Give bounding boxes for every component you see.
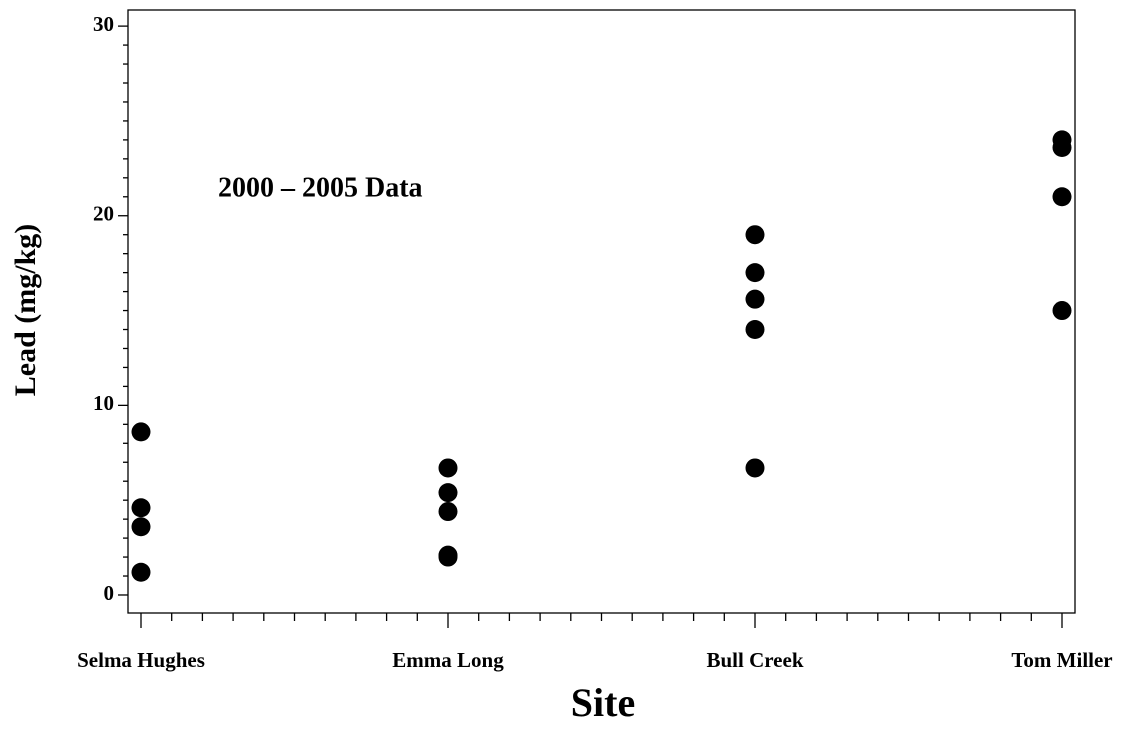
x-tick-label: Bull Creek (706, 648, 803, 672)
x-axis-title: Site (571, 680, 635, 725)
point (438, 502, 458, 522)
point (745, 225, 765, 245)
point (1052, 187, 1072, 207)
y-tick-label: 30 (93, 12, 114, 36)
y-tick-label: 0 (104, 581, 115, 605)
point (131, 422, 151, 442)
y-tick-label: 20 (93, 202, 114, 226)
point (745, 458, 765, 478)
point (745, 289, 765, 309)
point (131, 498, 151, 518)
y-tick-label: 10 (93, 391, 114, 415)
x-tick-label: Emma Long (392, 648, 504, 672)
annotation: 2000 – 2005 Data (218, 172, 423, 203)
point (1052, 301, 1072, 321)
point (438, 483, 458, 503)
x-tick-label: Selma Hughes (77, 648, 205, 672)
point (1052, 137, 1072, 157)
point (438, 547, 458, 567)
y-axis-title: Lead (mg/kg) (9, 224, 42, 397)
point (131, 517, 151, 537)
point (438, 458, 458, 478)
point (745, 320, 765, 340)
x-tick-label: Tom Miller (1011, 648, 1112, 672)
point (131, 562, 151, 582)
plot-frame (127, 9, 1076, 614)
point (745, 263, 765, 283)
